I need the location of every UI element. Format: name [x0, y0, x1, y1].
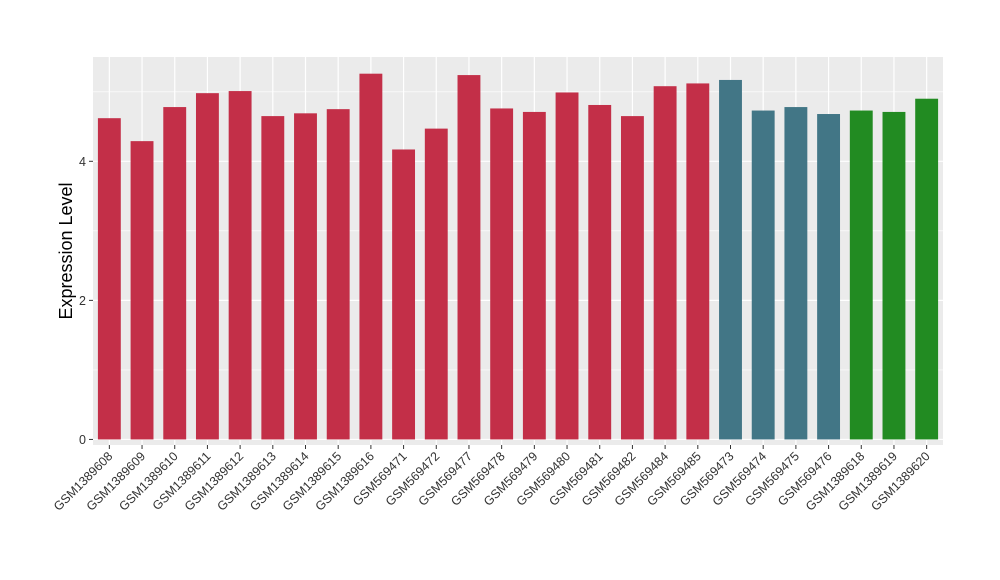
bar-GSM1389615 [326, 109, 350, 440]
x-axis: GSM1389608GSM1389609GSM1389610GSM1389611… [51, 445, 933, 514]
bar-GSM1389610 [163, 107, 187, 440]
bars [97, 73, 939, 440]
y-tick-label: 0 [79, 433, 86, 447]
y-axis: 0 2 4 [79, 155, 93, 447]
bar-GSM1389608 [97, 118, 121, 440]
bar-GSM569473 [719, 79, 742, 440]
bar-GSM1389614 [294, 113, 317, 440]
bar-GSM569478 [490, 108, 514, 440]
bar-GSM569485 [686, 83, 710, 440]
y-axis-title: Expression Level [56, 182, 76, 319]
bar-GSM1389618 [849, 110, 873, 440]
bar-GSM569480 [555, 92, 579, 440]
bar-GSM1389619 [882, 111, 906, 440]
bar-GSM569472 [424, 128, 448, 440]
bar-GSM569476 [817, 114, 841, 440]
y-tick-label: 2 [79, 294, 86, 308]
plot-panel [93, 57, 943, 445]
bar-GSM1389609 [130, 141, 154, 440]
bar-GSM569475 [784, 107, 808, 440]
bar-GSM1389611 [195, 93, 219, 440]
bar-GSM1389620 [915, 98, 939, 440]
bar-GSM1389612 [228, 91, 252, 440]
bar-GSM569474 [751, 110, 775, 440]
bar-GSM569479 [522, 111, 546, 440]
y-tick-label: 4 [79, 155, 86, 169]
bar-GSM569481 [588, 104, 612, 440]
x-tick-label: GSM1389620 [868, 449, 932, 513]
bar-GSM569484 [653, 86, 677, 440]
bar-GSM569471 [392, 149, 416, 440]
bar-GSM569482 [620, 116, 644, 440]
bar-GSM1389613 [261, 116, 285, 440]
bar-GSM1389616 [359, 73, 383, 440]
bar-GSM569477 [457, 75, 481, 440]
